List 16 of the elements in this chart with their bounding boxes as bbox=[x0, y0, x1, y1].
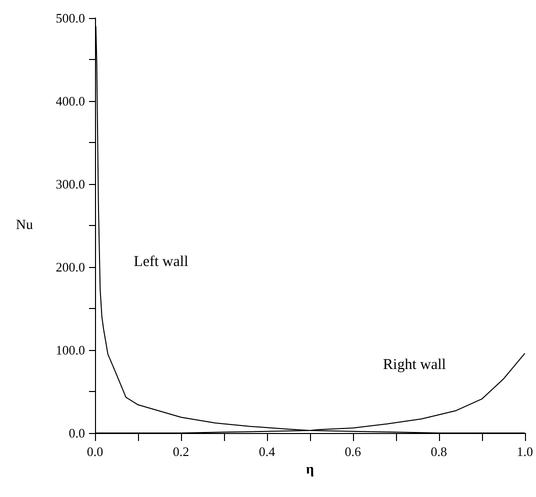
x-axis-title: η bbox=[306, 462, 314, 478]
y-tick-label: 0.0 bbox=[68, 426, 85, 440]
y-tick-label: 300.0 bbox=[56, 176, 85, 192]
y-tick-label: 400.0 bbox=[56, 94, 85, 108]
y-tick-label: 100.0 bbox=[56, 342, 85, 358]
text: Right wall bbox=[383, 356, 446, 373]
y-tick-label: 200.0 bbox=[56, 260, 85, 274]
x-tick-label: 1.0 bbox=[516, 444, 533, 459]
x-tick-label: 0.4 bbox=[258, 444, 276, 459]
y-axis-title: Nu bbox=[16, 218, 33, 233]
y-tick-label: 500.0 bbox=[56, 10, 85, 26]
x-tick-label: 0.6 bbox=[344, 444, 362, 459]
x-tick-label: 0.8 bbox=[430, 444, 448, 459]
text: Left wall bbox=[134, 254, 188, 270]
x-tick-label: 0.2 bbox=[172, 444, 190, 459]
x-tick-label: 0.0 bbox=[86, 444, 104, 459]
